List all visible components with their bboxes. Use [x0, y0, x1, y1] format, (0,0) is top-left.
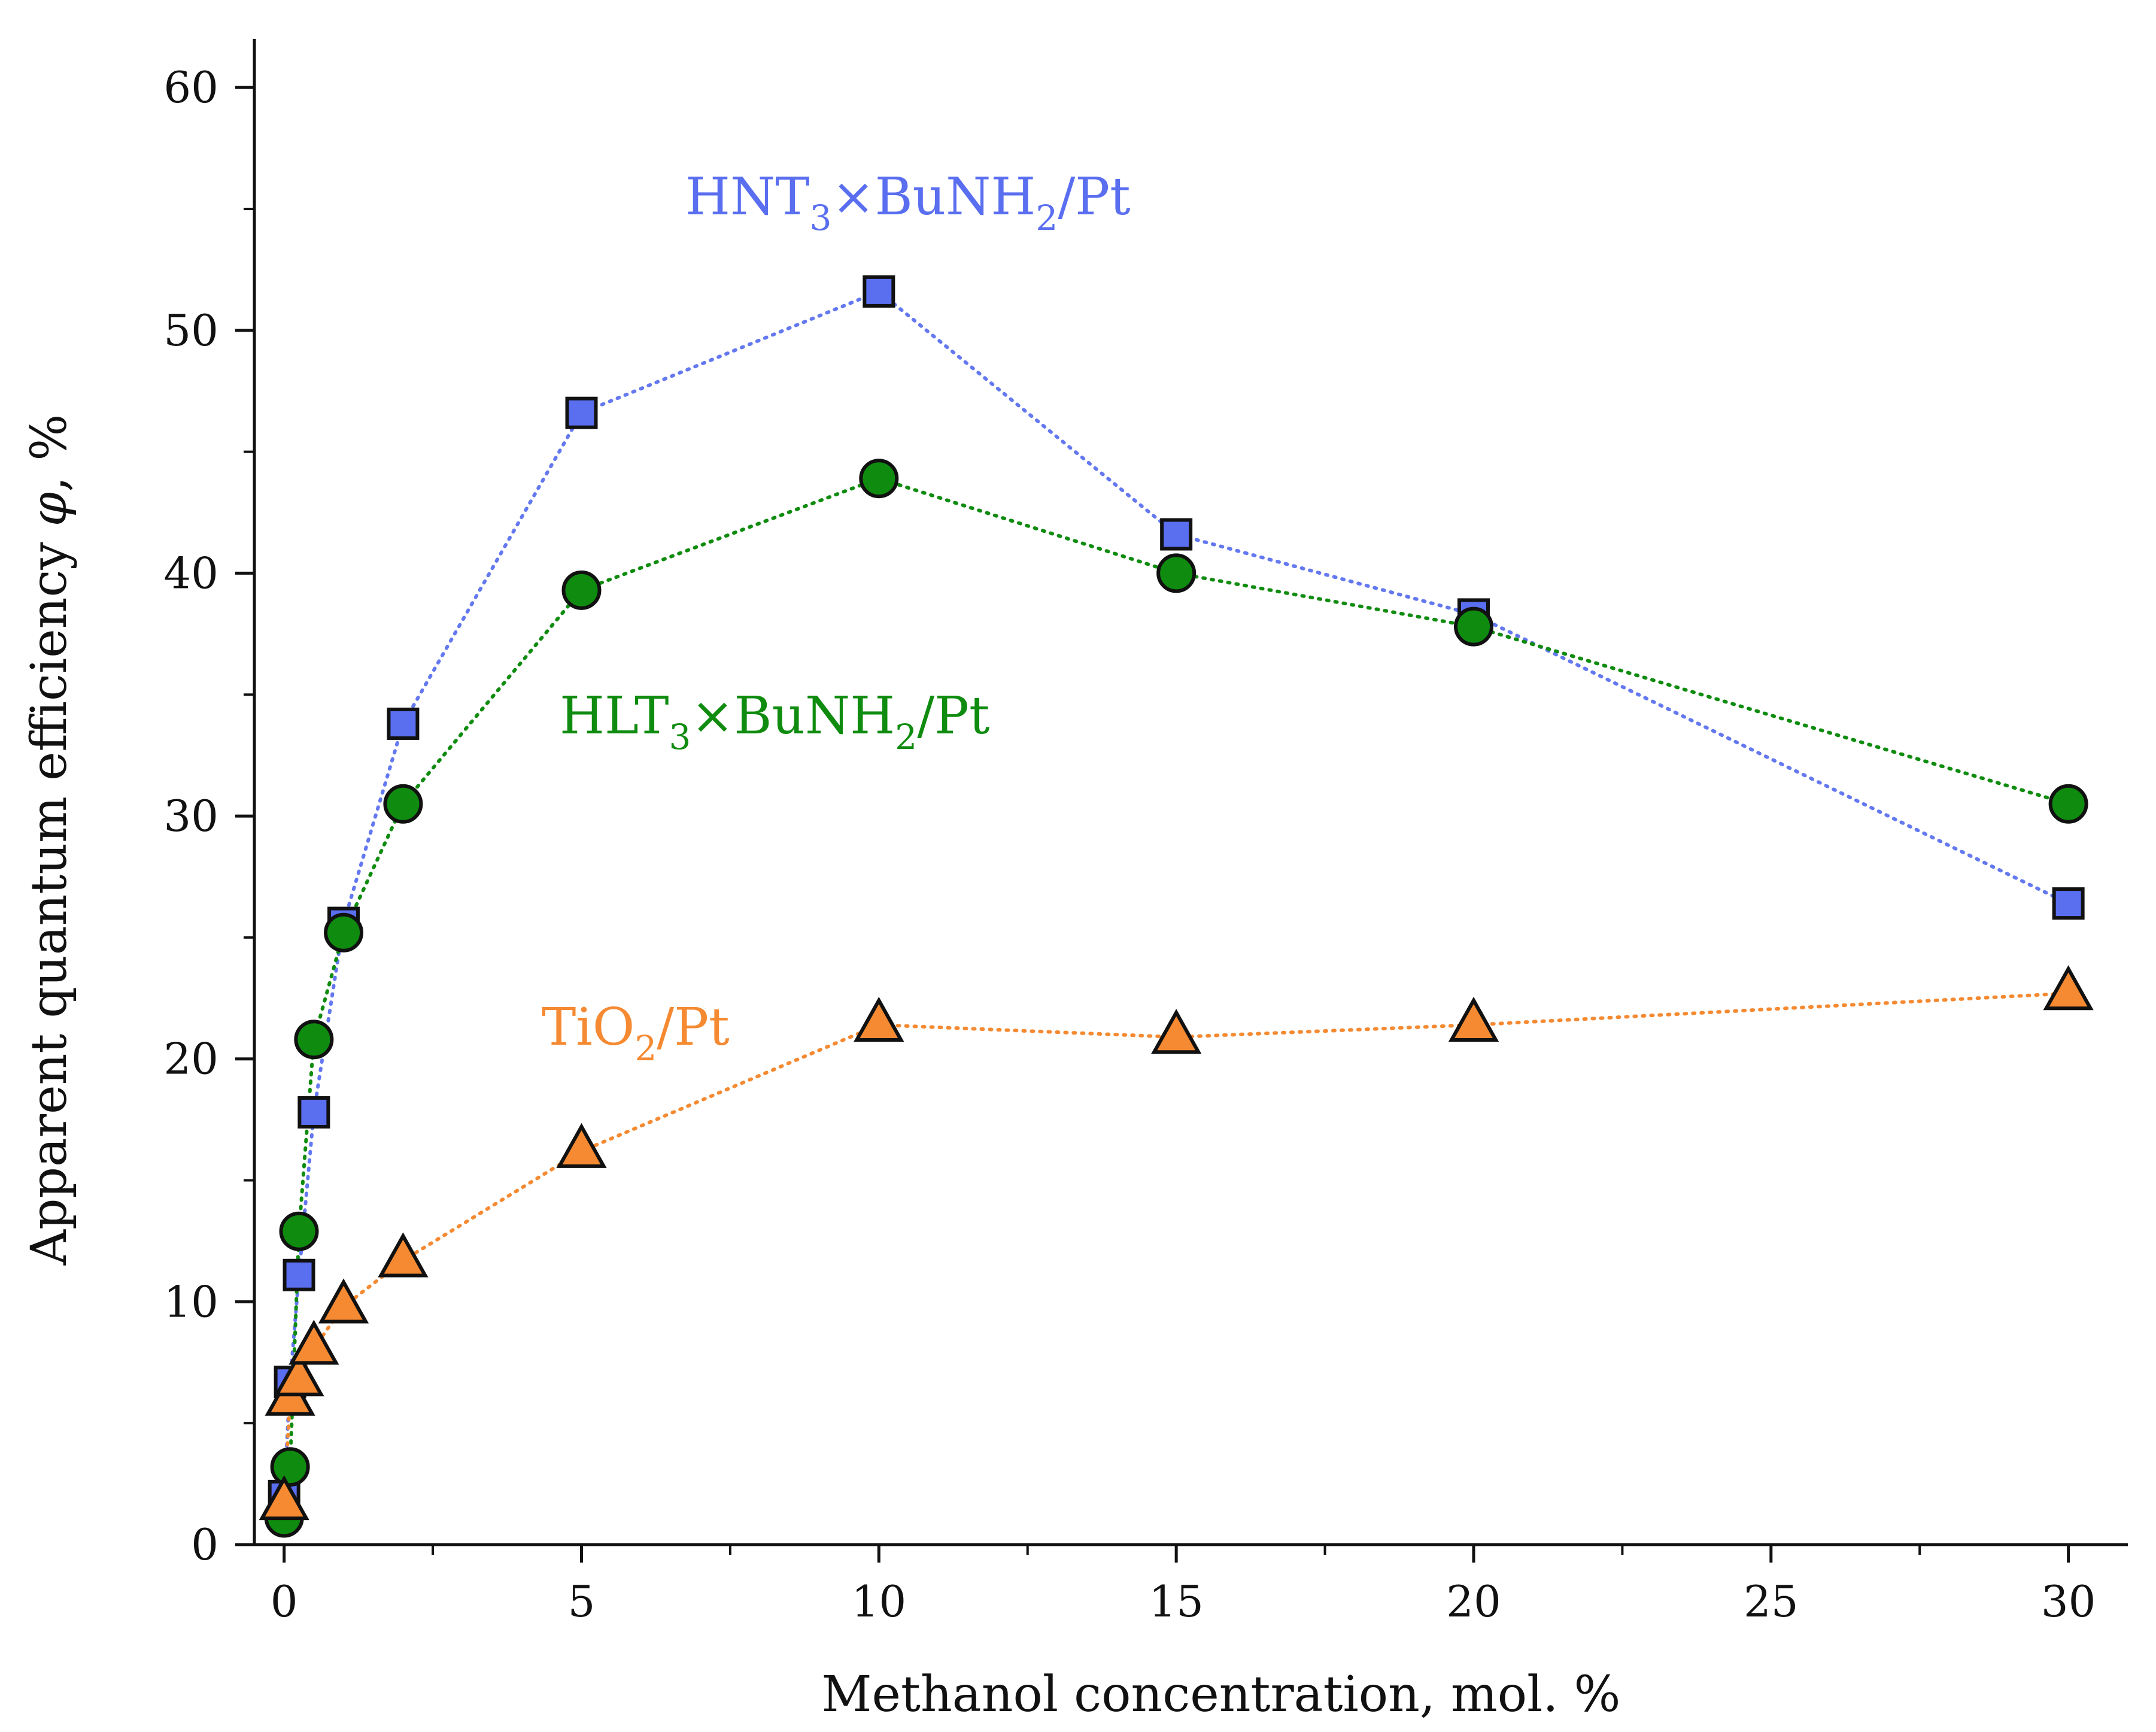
y-tick-label: 40 [163, 548, 218, 598]
data-point-triangle [854, 996, 904, 1042]
x-tick-label: 15 [1149, 1576, 1204, 1627]
series-line-0 [282, 289, 2070, 1498]
series-line-2 [282, 991, 2070, 1505]
data-point-square [1160, 518, 1193, 551]
axes: 0 5 10 15 20 25 30 0 10 20 30 40 50 60 [163, 39, 2128, 1627]
data-point-circle [859, 459, 899, 499]
data-point-square [283, 1258, 315, 1291]
series-label-hlt: HLT3×BuNH2/Pt [560, 686, 990, 757]
data-point-circle [561, 570, 602, 610]
data-point-square [863, 275, 895, 308]
data-point-triangle [378, 1232, 429, 1278]
x-tick-label: 30 [2041, 1576, 2096, 1627]
y-tick-label: 50 [163, 305, 218, 356]
y-tick-label: 0 [191, 1519, 218, 1570]
data-point-square [2052, 887, 2085, 920]
y-axis-title-main: Apparent quantum efficiency [21, 526, 78, 1266]
data-point-circle [279, 1211, 319, 1251]
x-tick-label: 10 [852, 1576, 907, 1627]
y-tick-label: 10 [163, 1276, 218, 1327]
y-axis-title-tail: , % [21, 414, 78, 492]
data-point-triangle [556, 1123, 607, 1168]
series-label-hnt: HNT3×BuNH2/Pt [685, 167, 1131, 238]
y-tick-label: 60 [163, 62, 218, 113]
x-tick-label: 20 [1446, 1576, 1501, 1627]
data-point-triangle [1151, 1009, 1202, 1054]
y-tick-label: 30 [163, 791, 218, 841]
x-tick-label: 0 [271, 1576, 298, 1627]
data-point-circle [383, 784, 423, 824]
y-tick-label: 20 [163, 1034, 218, 1084]
y-axis-title: Apparent quantum efficiency φ, % [21, 414, 78, 1266]
x-tick-label: 25 [1744, 1576, 1799, 1627]
data-point-circle [324, 912, 364, 953]
data-point-triangle [259, 1475, 309, 1521]
data-point-circle [294, 1020, 334, 1060]
data-point-circle [2048, 784, 2088, 824]
data-point-triangle [274, 1351, 324, 1397]
data-point-square [297, 1096, 330, 1129]
x-tick-label: 5 [568, 1576, 596, 1627]
data-point-square [387, 707, 420, 740]
series-label-tio2: TiO2/Pt [542, 997, 730, 1069]
data-point-triangle [318, 1278, 369, 1324]
markers [259, 275, 2094, 1538]
labels: Methanol concentration, mol. % Apparent … [21, 167, 1620, 1723]
data-point-square [565, 396, 598, 429]
series-lines [282, 289, 2070, 1520]
y-axis-title-symbol: φ [21, 492, 78, 526]
data-point-triangle [2043, 965, 2094, 1011]
data-point-circle [1156, 553, 1197, 593]
data-point-circle [270, 1447, 310, 1487]
x-axis-title: Methanol concentration, mol. % [822, 1666, 1621, 1723]
data-point-triangle [289, 1320, 339, 1365]
data-point-triangle [1448, 996, 1499, 1042]
data-point-circle [1453, 606, 1493, 647]
